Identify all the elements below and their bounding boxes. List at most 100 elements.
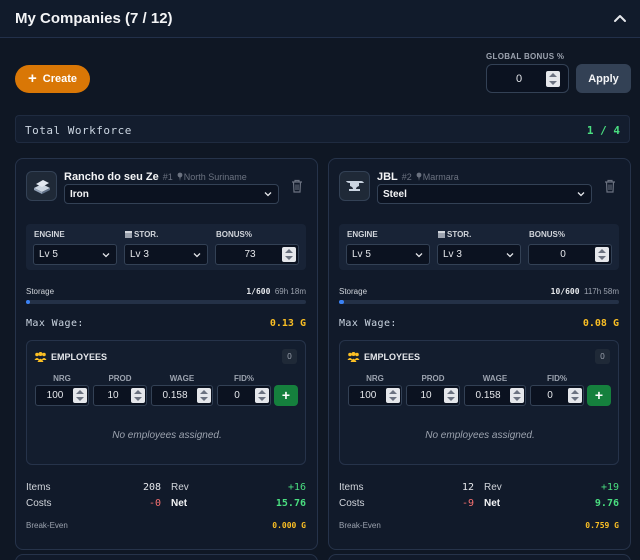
- engine-select[interactable]: Lv 5: [33, 244, 117, 265]
- company-card: JBL #2 Marmara Steel ENGINE STOR. BONUS% L…: [328, 158, 631, 550]
- company-rank: #2: [401, 172, 412, 182]
- location-pin-icon: [177, 172, 183, 181]
- fid-input[interactable]: 0: [530, 385, 584, 406]
- chevron-down-icon: [415, 253, 423, 258]
- nrg-stepper[interactable]: [73, 388, 87, 403]
- add-employee-button[interactable]: +: [274, 385, 298, 406]
- storage-select[interactable]: Lv 3: [437, 244, 521, 265]
- chevron-down-icon: [506, 253, 514, 258]
- resource-select[interactable]: Iron: [64, 184, 279, 204]
- storage-upgrade-label: STOR.: [125, 230, 158, 239]
- apply-button[interactable]: Apply: [576, 64, 631, 93]
- storage-icon: [438, 231, 445, 238]
- global-bonus-value: 0: [515, 73, 523, 85]
- people-icon: [34, 352, 47, 362]
- storage-select[interactable]: Lv 3: [124, 244, 208, 265]
- fid-header: FID%: [547, 374, 567, 383]
- company-rank: #1: [162, 172, 173, 182]
- wage-header: WAGE: [482, 374, 508, 383]
- location-pin-icon: [416, 172, 422, 181]
- bonus-value: 73: [244, 249, 256, 260]
- fid-stepper[interactable]: [255, 388, 269, 403]
- wage-stepper[interactable]: [510, 388, 524, 403]
- break-even-value: 0.000 G: [272, 521, 306, 530]
- prod-value: 10: [420, 390, 432, 401]
- wage-stepper[interactable]: [197, 388, 211, 403]
- fid-stepper[interactable]: [568, 388, 582, 403]
- prod-header: PROD: [108, 374, 132, 383]
- nrg-value: 100: [46, 390, 64, 401]
- company-card: Rancho do seu Ze #1 North Suriname Iron EN…: [15, 158, 318, 550]
- create-button-label: Create: [42, 73, 77, 85]
- trash-icon[interactable]: [291, 179, 303, 193]
- total-workforce-value: 1 / 4: [586, 124, 620, 137]
- trash-icon[interactable]: [604, 179, 616, 193]
- costs-value: -0: [148, 498, 161, 509]
- company-icon: [339, 171, 370, 201]
- total-workforce-bar: Total Workforce 1 / 4: [15, 115, 630, 143]
- company-card-partial: [15, 554, 318, 560]
- max-wage-label: Max Wage:: [26, 318, 84, 329]
- storage-progress-fill: [26, 300, 31, 304]
- bonus-input[interactable]: 73: [215, 244, 299, 265]
- prod-input[interactable]: 10: [406, 385, 460, 406]
- bonus-stepper[interactable]: [282, 247, 296, 262]
- nrg-stepper[interactable]: [386, 388, 400, 403]
- items-value: 208: [142, 482, 161, 493]
- engine-value: Lv 5: [352, 249, 371, 260]
- storage-time: 117h 58m: [584, 287, 619, 296]
- resource-value: Iron: [70, 189, 89, 200]
- nrg-input[interactable]: 100: [348, 385, 402, 406]
- company-icon: [26, 171, 57, 201]
- items-value: 12: [461, 482, 474, 493]
- no-employees-text: No employees assigned.: [425, 430, 535, 441]
- resource-select[interactable]: Steel: [377, 184, 592, 204]
- rev-value: +16: [287, 482, 306, 493]
- fid-value: 0: [547, 390, 553, 401]
- wage-input[interactable]: 0.158: [464, 385, 526, 406]
- ingot-icon: [33, 180, 50, 194]
- employees-panel: EMPLOYEES 0 NRG PROD WAGE FID% 100 10 0.…: [26, 340, 306, 465]
- employees-count: 0: [595, 349, 610, 364]
- prod-stepper[interactable]: [131, 388, 145, 403]
- max-wage-value: 0.08 G: [582, 318, 619, 329]
- break-even-value: 0.759 G: [585, 521, 619, 530]
- nrg-input[interactable]: 100: [35, 385, 89, 406]
- company-card-partial: [328, 554, 631, 560]
- storage-upgrade-label-text: STOR.: [447, 230, 472, 239]
- prod-value: 10: [107, 390, 119, 401]
- nrg-value: 100: [359, 390, 377, 401]
- global-bonus-input[interactable]: 0: [486, 64, 569, 93]
- company-name: JBL: [377, 171, 398, 183]
- rev-label: Rev: [484, 482, 502, 493]
- resource-value: Steel: [383, 189, 407, 200]
- chevron-up-icon[interactable]: [612, 10, 628, 26]
- storage-progress-fill: [339, 300, 344, 304]
- bonus-stepper[interactable]: [595, 247, 609, 262]
- bonus-label: BONUS%: [529, 230, 566, 239]
- storage-time: 69h 18m: [274, 287, 306, 296]
- prod-input[interactable]: 10: [93, 385, 147, 406]
- global-bonus-stepper[interactable]: [546, 71, 560, 87]
- storage-label: Storage: [339, 287, 368, 296]
- net-label: Net: [484, 498, 501, 509]
- wage-value: 0.158: [475, 390, 501, 401]
- bonus-input[interactable]: 0: [528, 244, 612, 265]
- engine-select[interactable]: Lv 5: [346, 244, 430, 265]
- bonus-value: 0: [560, 249, 566, 260]
- engine-label: ENGINE: [34, 230, 65, 239]
- upgrades-panel: ENGINE STOR. BONUS% Lv 5 Lv 3 0: [339, 224, 619, 270]
- fid-input[interactable]: 0: [217, 385, 271, 406]
- fid-header: FID%: [234, 374, 254, 383]
- net-label: Net: [171, 498, 188, 509]
- net-value: 9.76: [594, 498, 619, 509]
- storage-amount: 1/600: [246, 287, 271, 296]
- wage-header: WAGE: [169, 374, 195, 383]
- wage-input[interactable]: 0.158: [151, 385, 213, 406]
- chevron-down-icon: [102, 253, 110, 258]
- anvil-icon: [345, 181, 364, 191]
- prod-stepper[interactable]: [444, 388, 458, 403]
- section-header[interactable]: My Companies (7 / 12): [0, 0, 640, 38]
- create-button[interactable]: + Create: [15, 65, 90, 93]
- add-employee-button[interactable]: +: [587, 385, 611, 406]
